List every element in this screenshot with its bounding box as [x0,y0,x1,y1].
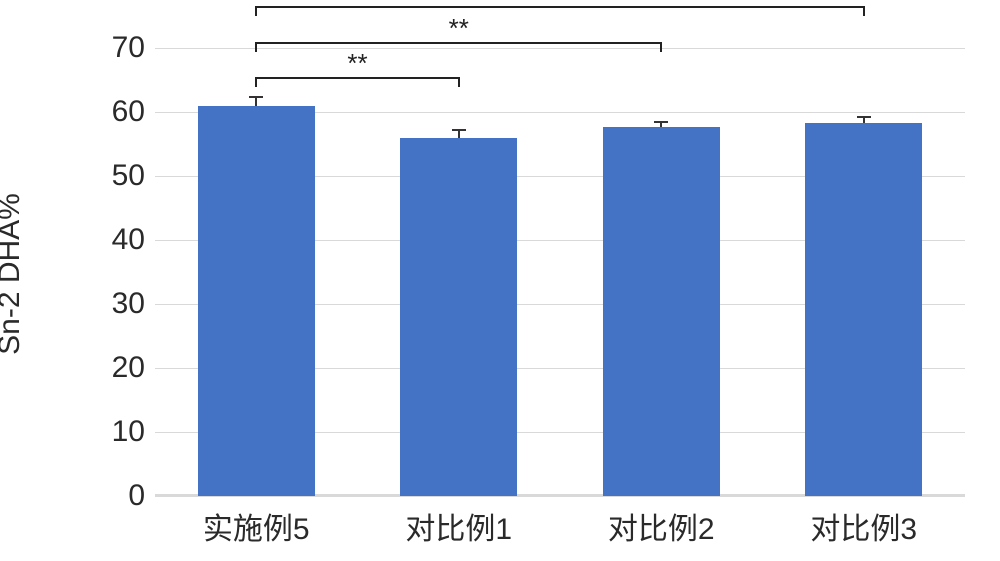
y-tick-label: 70 [85,31,145,65]
x-tick-label: 对比例3 [810,504,917,548]
significance-tick [255,42,257,52]
significance-tick [255,6,257,16]
bar [198,106,315,496]
y-tick-label: 20 [85,351,145,385]
error-bar [458,130,460,138]
bar-chart: Sn-2 DHA% 实施例5对比例1对比例2对比例3***** 01020304… [0,0,1000,561]
significance-label: * [555,0,565,8]
error-cap [857,116,871,118]
gridline [155,48,965,49]
y-tick-label: 10 [85,415,145,449]
x-tick-label: 实施例5 [203,504,310,548]
y-tick-label: 0 [85,479,145,513]
x-tick-label: 对比例2 [608,504,715,548]
error-cap [249,96,263,98]
error-bar [255,97,257,105]
y-tick-label: 60 [85,95,145,129]
y-tick-label: 30 [85,287,145,321]
significance-tick [863,6,865,16]
error-cap [452,129,466,131]
bar [400,138,517,496]
significance-label: ** [347,48,367,79]
plot-area: 实施例5对比例1对比例2对比例3***** [155,48,965,496]
gridline [155,496,965,497]
significance-tick [660,42,662,52]
y-tick-label: 40 [85,223,145,257]
significance-tick [255,77,257,87]
x-tick-label: 对比例1 [405,504,512,548]
bar [805,123,922,496]
significance-label: ** [449,13,469,44]
bar [603,127,720,496]
error-cap [654,121,668,123]
significance-tick [458,77,460,87]
y-axis-title: Sn-2 DHA% [0,50,27,498]
y-tick-label: 50 [85,159,145,193]
